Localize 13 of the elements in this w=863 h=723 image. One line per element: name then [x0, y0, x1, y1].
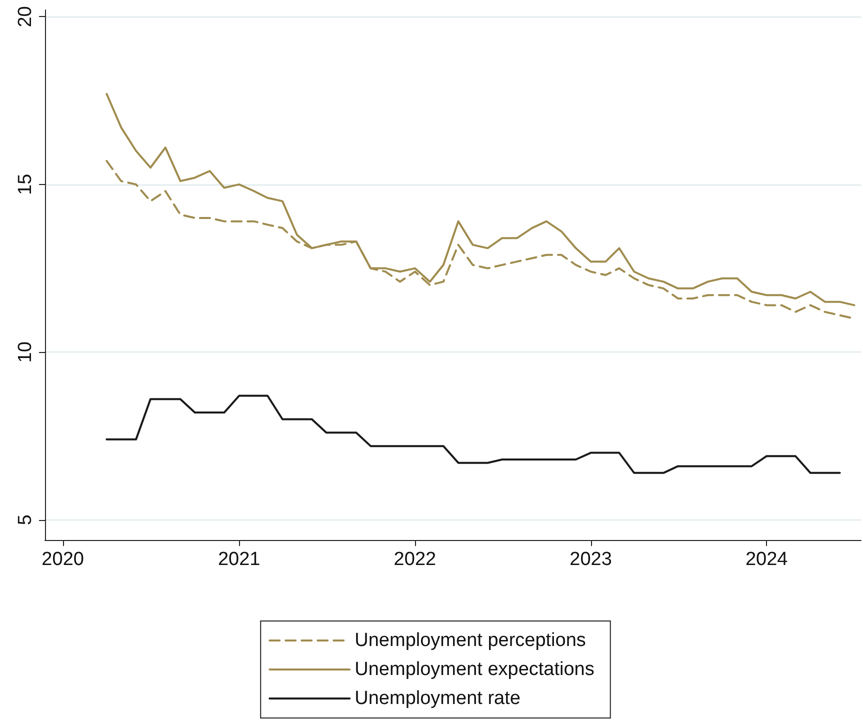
x-tick-label: 2022 — [394, 549, 436, 570]
y-tick-label: 5 — [15, 514, 36, 526]
legend-label: Unemployment expectations — [354, 659, 594, 680]
y-tick-label: 15 — [15, 174, 36, 195]
legend-label: Unemployment perceptions — [354, 630, 586, 651]
x-tick-label: 2020 — [42, 549, 84, 570]
x-tick-label: 2021 — [218, 549, 260, 570]
x-tick-label: 2024 — [745, 549, 788, 570]
x-tick-label: 2023 — [570, 549, 612, 570]
legend-label: Unemployment rate — [354, 688, 520, 709]
y-tick-label: 10 — [15, 342, 36, 363]
line-series — [106, 394, 841, 474]
y-tick-label: 20 — [15, 6, 36, 28]
